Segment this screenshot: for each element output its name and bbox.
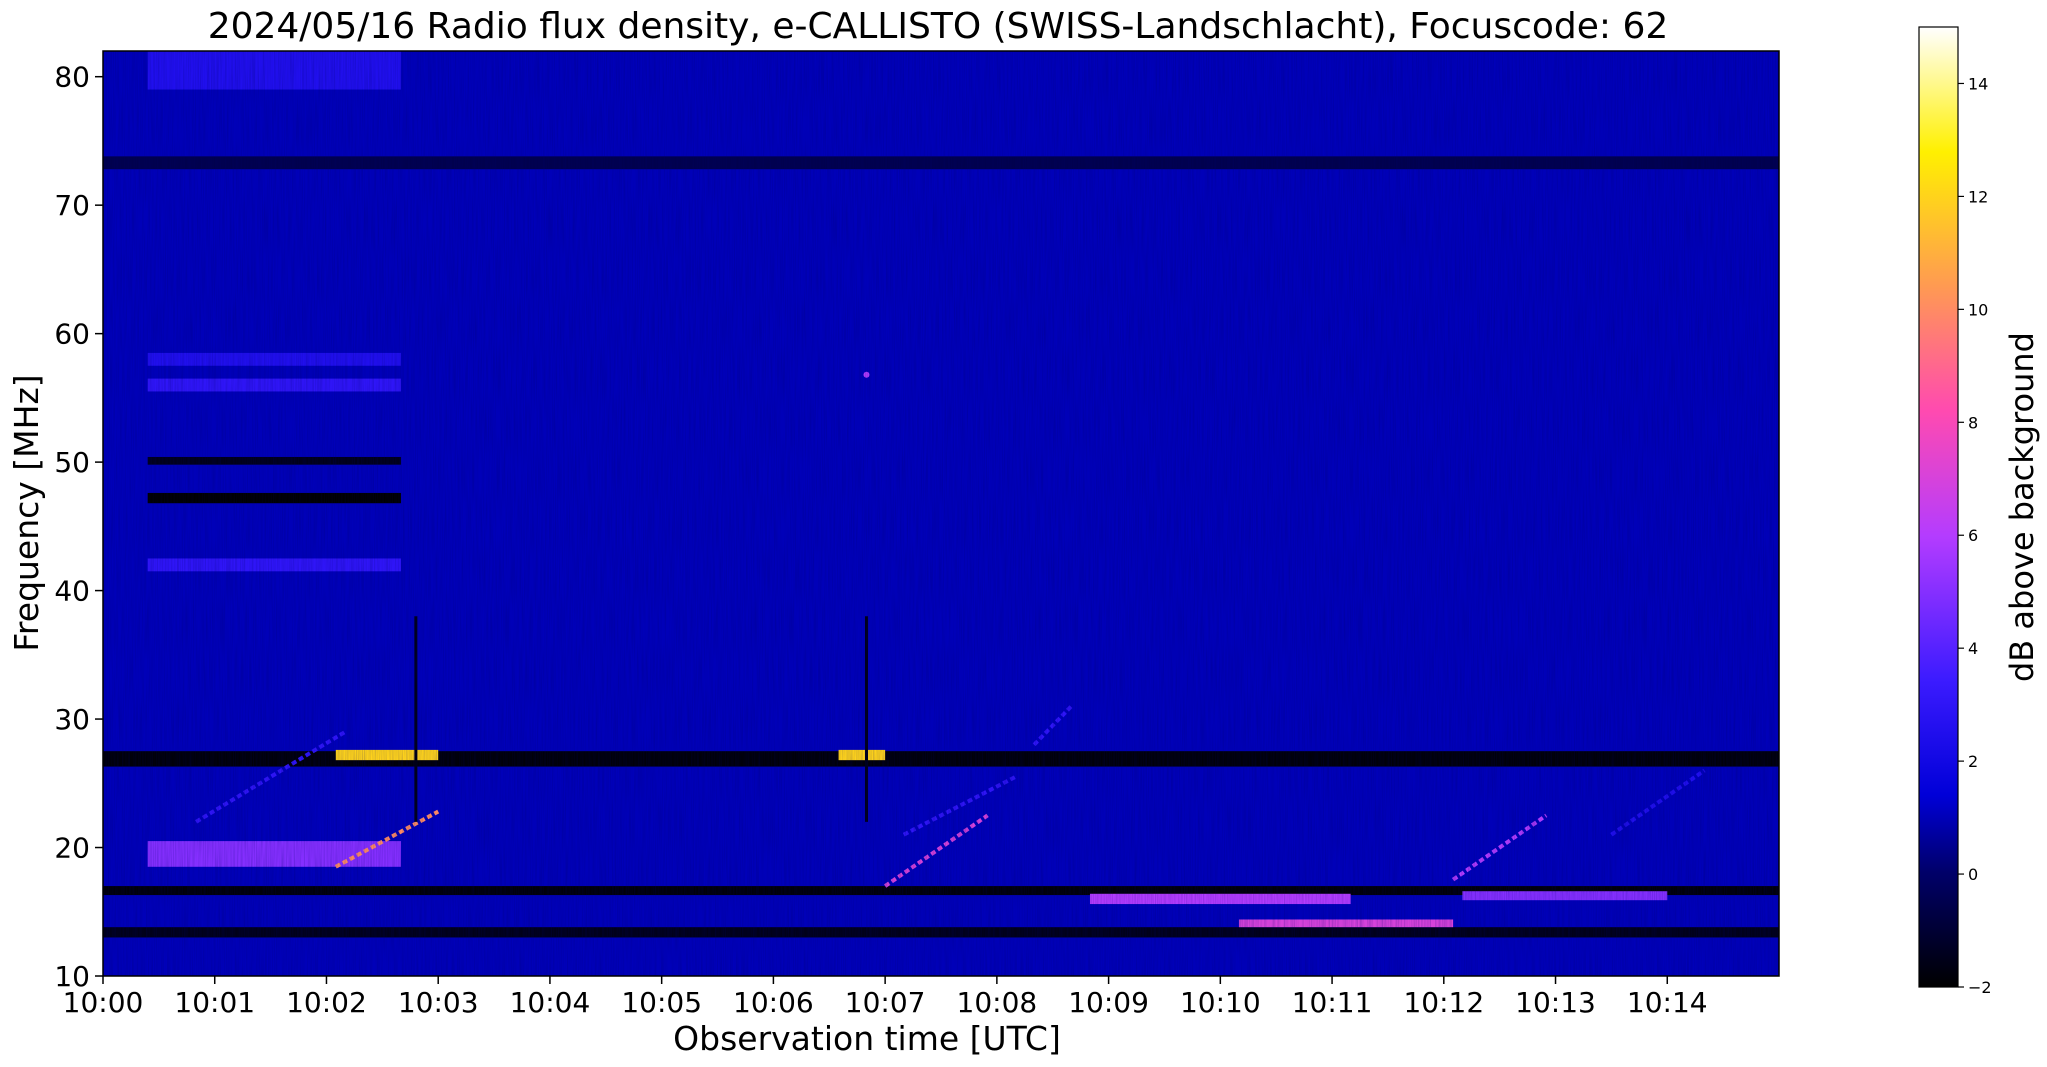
y-tick-label: 40 [54,575,90,608]
x-tick-label: 10:04 [510,986,591,1019]
x-tick-label: 10:07 [845,986,926,1019]
y-tick-label: 20 [54,832,90,865]
x-tick-label: 10:05 [621,986,702,1019]
colorbar-tick-label: 6 [1968,526,1978,545]
y-tick-label: 50 [54,446,90,479]
x-tick-label: 10:06 [733,986,814,1019]
x-tick-label: 10:00 [63,986,144,1019]
x-tick-label: 10:13 [1515,986,1596,1019]
y-axis: 10 20 30 40 50 60 70 80 [54,61,103,993]
colorbar-tick-label: 8 [1968,413,1978,432]
x-tick-label: 10:08 [957,986,1038,1019]
colorbar-tick-label: 2 [1968,752,1978,771]
colorbar-tick-label: 14 [1968,74,1988,93]
colorbar-tick-label: 10 [1968,300,1988,319]
x-tick-label: 10:01 [174,986,255,1019]
x-tick-label: 10:10 [1180,986,1261,1019]
chart-title: 2024/05/16 Radio flux density, e-CALLIST… [208,6,1669,47]
colorbar-tick-label: −2 [1968,978,1992,997]
colorbar-label: dB above background [2003,332,2041,682]
y-tick-label: 70 [54,189,90,222]
y-tick-label: 80 [54,61,90,94]
x-tick-label: 10:02 [286,986,367,1019]
colorbar: −2 0 2 4 6 8 10 12 14 dB above background [1918,26,2041,997]
x-tick-label: 10:03 [398,986,479,1019]
y-tick-label: 10 [54,960,90,993]
y-tick-label: 60 [54,318,90,351]
plot-area [102,50,1780,977]
colorbar-tick-label: 4 [1968,639,1978,658]
plot-frame [102,50,1780,977]
x-tick-label: 10:11 [1292,986,1373,1019]
x-axis-label: Observation time [UTC] [673,1019,1061,1058]
y-axis-label: Frequency [MHz] [7,374,46,651]
x-tick-label: 10:14 [1627,986,1708,1019]
x-axis: 10:00 10:01 10:02 10:03 10:04 10:05 10:06 10:07… [63,976,1708,1019]
colorbar-tick-label: 0 [1968,865,1978,884]
colorbar-gradient [1918,26,1959,988]
x-tick-label: 10:12 [1403,986,1484,1019]
colorbar-ticks: −2 0 2 4 6 8 10 12 14 [1958,74,1992,997]
x-tick-label: 10:09 [1068,986,1149,1019]
noise-texture [103,51,1779,976]
y-tick-label: 30 [54,703,90,736]
colorbar-tick-label: 12 [1968,187,1988,206]
